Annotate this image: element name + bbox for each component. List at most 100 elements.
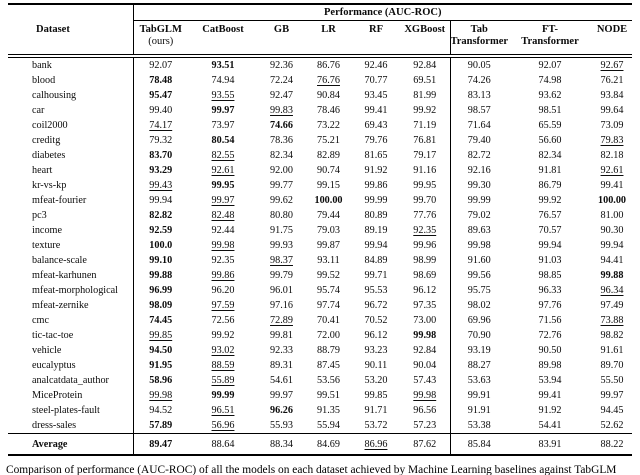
value-cell: 79.17 <box>400 148 451 163</box>
value-cell: 99.98 <box>400 328 451 343</box>
table-row: calhousing 95.47 93.55 92.47 90.84 93.45 81.99… <box>8 88 632 103</box>
dataset-name: tic-tac-toe <box>8 328 134 343</box>
value-cell: 94.41 <box>600 255 624 266</box>
value-cell: 90.50 <box>538 345 562 356</box>
value-cell: 72.56 <box>211 315 235 326</box>
value-cell: 91.60 <box>467 255 491 266</box>
value-cell: 99.79 <box>270 270 293 281</box>
value-cell: 99.97 <box>211 195 235 206</box>
value-cell: 89.31 <box>270 360 293 371</box>
dataset-name: analcatdata_author <box>8 373 134 388</box>
value-cell: 98.82 <box>600 330 624 341</box>
dataset-column-header: Dataset <box>8 4 134 58</box>
value-cell: 99.97 <box>600 390 624 401</box>
value-cell: 98.99 <box>400 253 451 268</box>
dataset-name: income <box>8 223 134 238</box>
value-cell: 55.94 <box>317 420 340 431</box>
table-row: income 92.59 92.44 91.75 79.03 89.19 92.35 89.6… <box>8 223 632 238</box>
value-cell: 97.74 <box>317 300 340 311</box>
value-cell: 84.69 <box>305 433 352 455</box>
value-cell: 99.85 <box>149 330 173 341</box>
value-cell: 70.41 <box>317 315 340 326</box>
table-row: mfeat-morphological 96.99 96.20 96.01 95.74 9… <box>8 283 632 298</box>
value-cell: 96.34 <box>600 285 624 296</box>
dataset-name: vehicle <box>8 343 134 358</box>
value-cell: 99.91 <box>467 390 491 401</box>
value-cell: 53.56 <box>317 375 340 386</box>
value-cell: 88.27 <box>467 360 491 371</box>
value-cell: 86.79 <box>538 180 562 191</box>
value-cell: 93.19 <box>467 345 491 356</box>
value-cell: 88.79 <box>317 345 340 356</box>
value-cell: 88.64 <box>188 433 258 455</box>
dataset-name: steel-plates-fault <box>8 403 134 418</box>
value-cell: 99.99 <box>364 195 388 206</box>
table-row: eucalyptus 91.95 88.59 89.31 87.45 90.11 90.04… <box>8 358 632 373</box>
value-cell: 97.49 <box>600 300 624 311</box>
value-cell: 99.97 <box>270 390 293 401</box>
table-row: kr-vs-kp 99.43 99.95 99.77 99.15 99.86 99.95 99… <box>8 178 632 193</box>
value-cell: 99.88 <box>600 270 624 281</box>
table-row: MiceProtein 99.98 99.99 99.97 99.51 99.85 99.9… <box>8 388 632 403</box>
value-cell: 72.00 <box>317 330 340 341</box>
value-cell: 81.65 <box>364 150 388 161</box>
value-cell: 70.52 <box>364 315 388 326</box>
table-row: car 99.40 99.97 99.83 78.46 99.41 99.92 98.57 98… <box>8 103 632 118</box>
value-cell: 74.94 <box>211 75 235 86</box>
value-cell: 99.71 <box>364 270 388 281</box>
value-cell: 99.98 <box>467 240 491 251</box>
dataset-name: mfeat-karhunen <box>8 268 134 283</box>
value-cell: 92.07 <box>149 60 173 71</box>
value-cell: 92.84 <box>400 56 451 73</box>
value-cell: 99.96 <box>400 238 451 253</box>
value-cell: 82.82 <box>149 210 173 221</box>
value-cell: 78.36 <box>270 135 293 146</box>
value-cell: 86.96 <box>352 433 400 455</box>
value-cell: 96.26 <box>270 405 293 416</box>
value-cell: 54.41 <box>538 420 562 431</box>
table-row: balance-scale 99.10 92.35 98.37 93.11 84.89 98… <box>8 253 632 268</box>
performance-group-header: Performance (AUC-ROC) <box>133 4 633 21</box>
dataset-name: diabetes <box>8 148 134 163</box>
dataset-name: Average <box>8 433 134 455</box>
value-cell: 96.12 <box>400 283 451 298</box>
value-cell: 92.16 <box>467 165 491 176</box>
table-row: bank 92.07 93.51 92.36 86.76 92.46 92.84 90.05 9… <box>8 56 632 73</box>
value-cell: 99.94 <box>364 240 388 251</box>
value-cell: 78.48 <box>149 75 173 86</box>
value-cell: 97.16 <box>270 300 293 311</box>
table-row: blood 78.48 74.94 72.24 76.76 70.77 69.51 74.26… <box>8 73 632 88</box>
value-cell: 54.61 <box>270 375 293 386</box>
value-cell: 96.20 <box>211 285 235 296</box>
value-cell: 93.29 <box>149 165 173 176</box>
value-cell: 99.51 <box>317 390 340 401</box>
value-cell: 93.62 <box>538 90 562 101</box>
dataset-name: mfeat-fourier <box>8 193 134 208</box>
value-cell: 80.89 <box>364 210 388 221</box>
value-cell: 99.70 <box>400 193 451 208</box>
value-cell: 89.63 <box>467 225 491 236</box>
dataset-name: bank <box>8 56 134 73</box>
value-cell: 76.76 <box>317 75 340 86</box>
value-cell: 90.11 <box>364 360 388 371</box>
table-row: tic-tac-toe 99.85 99.92 99.81 72.00 96.12 99.9… <box>8 328 632 343</box>
dataset-name: mfeat-zernike <box>8 298 134 313</box>
value-cell: 74.45 <box>149 315 173 326</box>
dataset-name: calhousing <box>8 88 134 103</box>
value-cell: 98.09 <box>149 300 173 311</box>
value-cell: 81.99 <box>400 88 451 103</box>
value-cell: 99.95 <box>211 180 235 191</box>
value-cell: 84.89 <box>364 255 388 266</box>
value-cell: 99.97 <box>211 105 235 116</box>
value-cell: 99.94 <box>149 195 173 206</box>
table-row: mfeat-fourier 99.94 99.97 99.62 100.00 99.99 9… <box>8 193 632 208</box>
value-cell: 99.43 <box>149 180 173 191</box>
dataset-name: texture <box>8 238 134 253</box>
value-cell: 91.75 <box>270 225 293 236</box>
value-cell: 55.93 <box>270 420 293 431</box>
value-cell: 83.91 <box>508 433 592 455</box>
value-cell: 91.92 <box>364 165 388 176</box>
value-cell: 72.24 <box>270 75 293 86</box>
value-cell: 79.44 <box>317 210 340 221</box>
